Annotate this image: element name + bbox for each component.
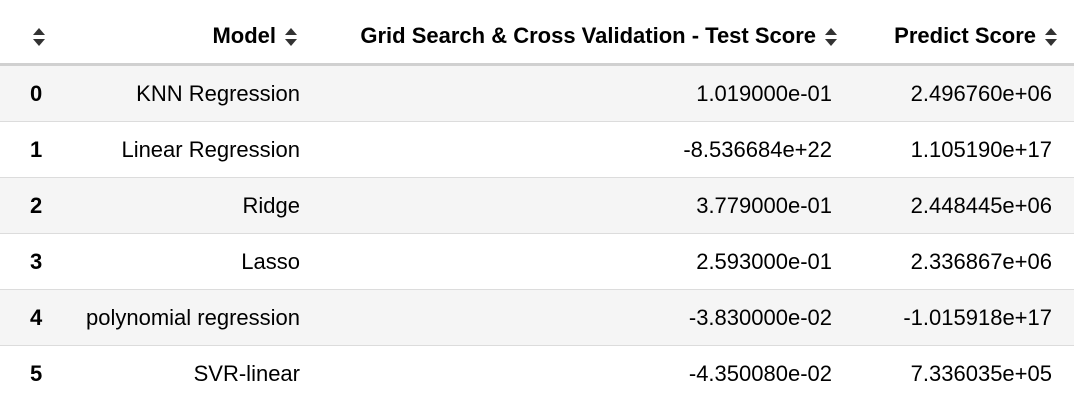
predict-score-cell: -1.015918e+17 [854, 289, 1074, 346]
row-index: 1 [0, 121, 62, 178]
row-index: 4 [0, 289, 62, 346]
sort-updown-icon[interactable] [32, 27, 46, 47]
test-score-cell: 1.019000e-01 [314, 64, 854, 122]
model-cell: Lasso [62, 233, 314, 290]
test-score-cell: 2.593000e-01 [314, 233, 854, 290]
model-cell: polynomial regression [62, 289, 314, 346]
sort-updown-icon[interactable] [284, 27, 298, 47]
results-table: Model Grid Search & Cross Validation - T… [0, 8, 1074, 401]
test-score-cell: -8.536684e+22 [314, 121, 854, 178]
row-index: 2 [0, 177, 62, 234]
header-row: Model Grid Search & Cross Validation - T… [0, 8, 1074, 66]
model-cell: SVR-linear [62, 345, 314, 401]
column-header-predict-score[interactable]: Predict Score [854, 8, 1074, 66]
table-row: 2 Ridge 3.779000e-01 2.448445e+06 [0, 177, 1074, 234]
predict-score-cell: 1.105190e+17 [854, 121, 1074, 178]
row-index: 5 [0, 345, 62, 401]
column-header-index[interactable] [0, 8, 62, 66]
test-score-cell: 3.779000e-01 [314, 177, 854, 234]
column-header-model[interactable]: Model [62, 8, 314, 66]
test-score-cell: -3.830000e-02 [314, 289, 854, 346]
model-cell: Linear Regression [62, 121, 314, 178]
table-row: 1 Linear Regression -8.536684e+22 1.1051… [0, 121, 1074, 178]
table-row: 4 polynomial regression -3.830000e-02 -1… [0, 289, 1074, 346]
sort-updown-icon[interactable] [1044, 27, 1058, 47]
table-row: 0 KNN Regression 1.019000e-01 2.496760e+… [0, 64, 1074, 122]
test-score-cell: -4.350080e-02 [314, 345, 854, 401]
sort-updown-icon[interactable] [824, 27, 838, 47]
predict-score-cell: 2.496760e+06 [854, 64, 1074, 122]
row-index: 0 [0, 64, 62, 122]
column-header-test-score[interactable]: Grid Search & Cross Validation - Test Sc… [314, 8, 854, 66]
column-header-label: Grid Search & Cross Validation - Test Sc… [360, 22, 816, 48]
table-row: 5 SVR-linear -4.350080e-02 7.336035e+05 [0, 345, 1074, 401]
model-cell: KNN Regression [62, 64, 314, 122]
column-header-label: Model [212, 22, 276, 48]
predict-score-cell: 7.336035e+05 [854, 345, 1074, 401]
table-row: 3 Lasso 2.593000e-01 2.336867e+06 [0, 233, 1074, 290]
column-header-label: Predict Score [894, 22, 1036, 48]
model-cell: Ridge [62, 177, 314, 234]
predict-score-cell: 2.336867e+06 [854, 233, 1074, 290]
row-index: 3 [0, 233, 62, 290]
predict-score-cell: 2.448445e+06 [854, 177, 1074, 234]
